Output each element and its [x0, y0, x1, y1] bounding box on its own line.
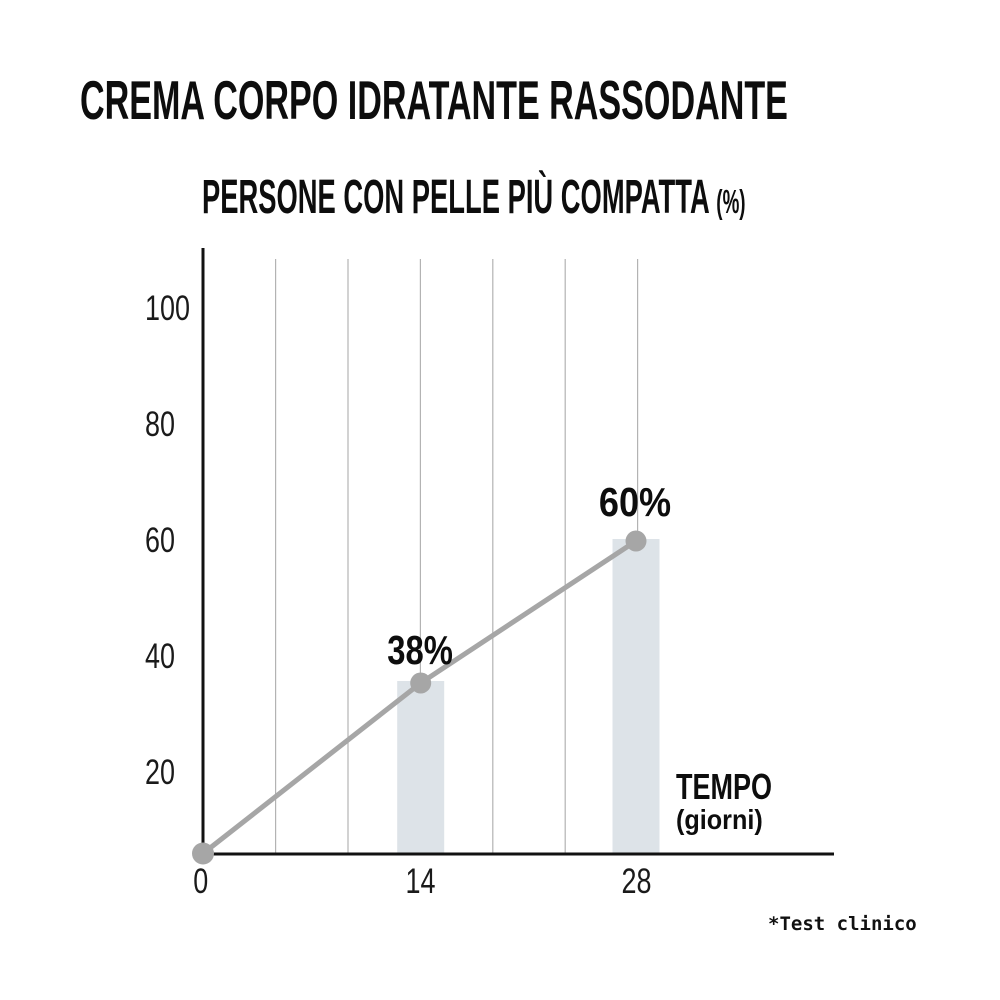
data-point-dot	[625, 530, 647, 552]
data-point-label: 60%	[598, 479, 672, 525]
chart-title: PERSONE CON PELLE PIÙ COMPATTA (%)	[202, 174, 1000, 222]
footnote-text: *Test clinico	[768, 913, 917, 935]
x-tick-label: 14	[405, 862, 435, 901]
x-axis-title: TEMPO	[676, 766, 773, 807]
column-highlight	[612, 539, 660, 853]
column-highlight	[397, 681, 445, 853]
chart-title-unit: (%)	[716, 183, 746, 220]
data-point-dot	[410, 672, 432, 694]
chart-title-text: PERSONE CON PELLE PIÙ COMPATTA	[202, 171, 709, 224]
y-tick-label: 60	[145, 521, 175, 560]
y-tick-label: 40	[145, 637, 175, 676]
product-title-text: CREMA CORPO IDRATANTE RASSODANTE	[80, 69, 788, 131]
x-tick-label: 28	[621, 862, 651, 901]
data-point-label: 38%	[387, 627, 453, 673]
x-tick-label: 0	[193, 862, 209, 901]
y-tick-label: 80	[145, 405, 175, 444]
x-axis-title-unit: (giorni)	[676, 804, 763, 835]
y-tick-label: 100	[145, 289, 190, 328]
product-title: CREMA CORPO IDRATANTE RASSODANTE	[80, 73, 1000, 128]
y-tick-label: 20	[145, 753, 175, 792]
data-point-dot	[192, 842, 214, 865]
